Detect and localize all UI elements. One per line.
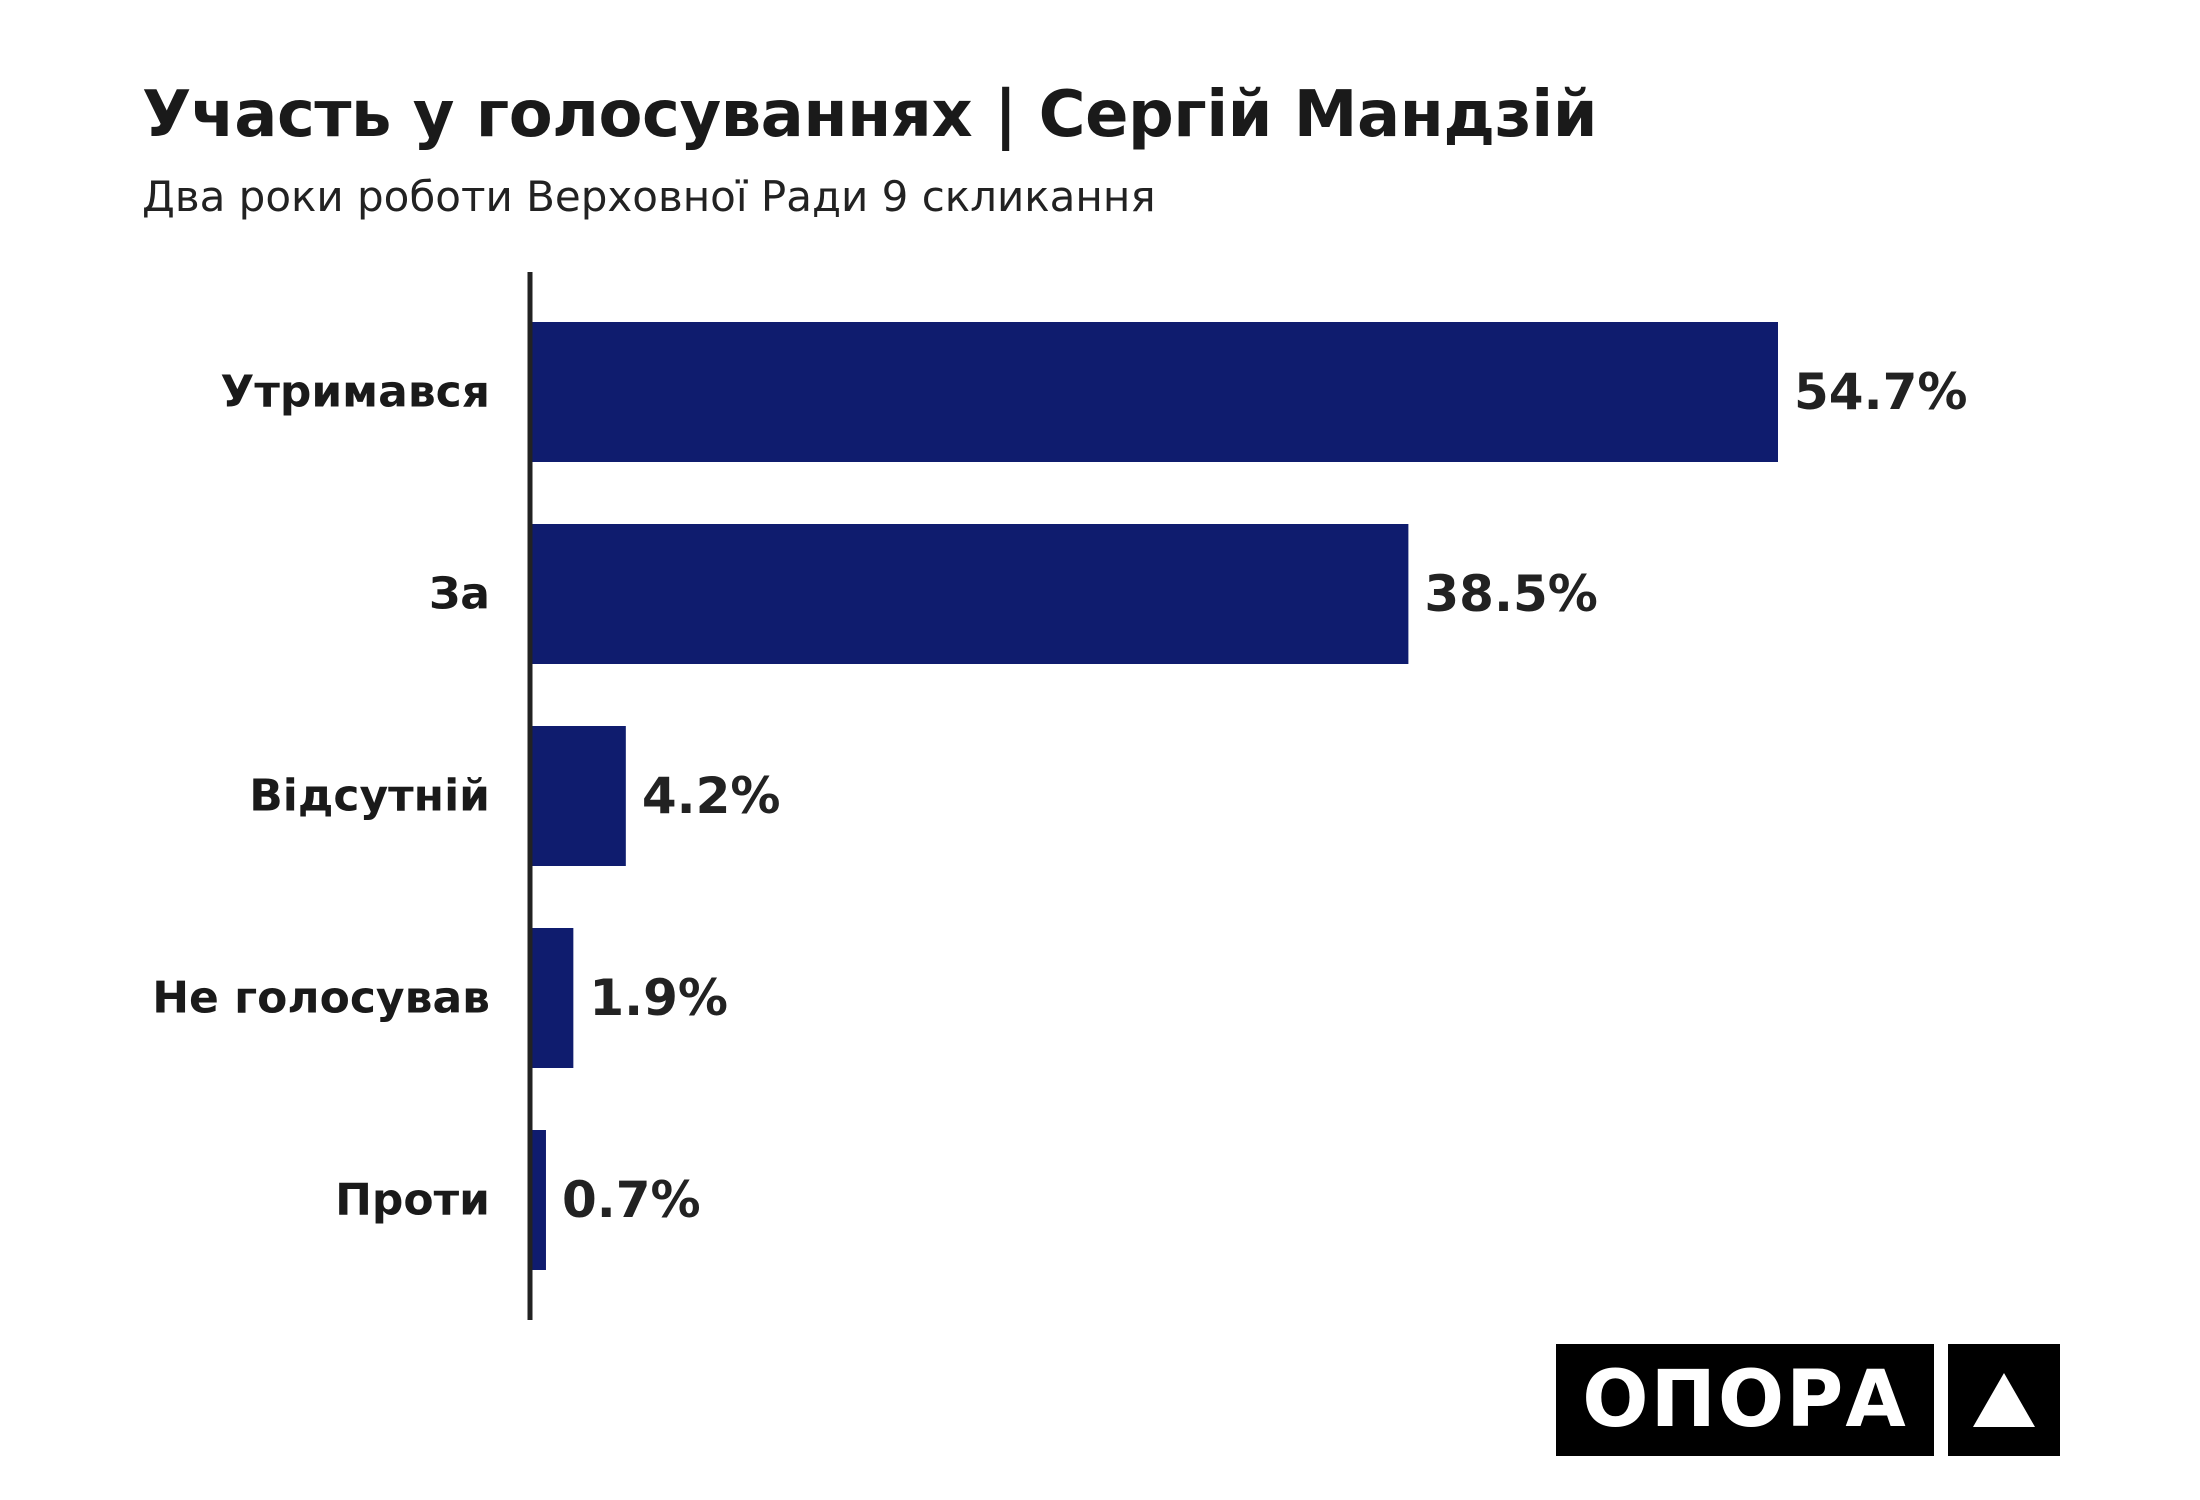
chart-title: Участь у голосуваннях | Сергій Мандзій xyxy=(142,78,1598,152)
category-label: За xyxy=(429,569,490,620)
opora-logo: ОПОРА xyxy=(1556,1344,2060,1456)
bar-2 xyxy=(530,726,626,866)
value-label: 1.9% xyxy=(589,969,728,1027)
triangle-icon xyxy=(1948,1344,2060,1456)
bar-3 xyxy=(530,928,574,1068)
value-label: 0.7% xyxy=(562,1171,701,1229)
value-label: 4.2% xyxy=(642,767,781,825)
chart-subtitle: Два роки роботи Верховної Ради 9 скликан… xyxy=(142,172,1156,221)
category-label: Відсутній xyxy=(249,771,490,822)
value-label: 54.7% xyxy=(1794,363,1967,421)
bar-1 xyxy=(530,524,1409,664)
category-label: Утримався xyxy=(220,367,490,418)
logo-text: ОПОРА xyxy=(1556,1344,1934,1456)
category-label: Не голосував xyxy=(152,973,490,1024)
bars-group: Утримався 54.7% За 38.5% Відсутній 4.2% Не гол… xyxy=(152,322,1967,1270)
bar-0 xyxy=(530,322,1778,462)
category-label: Проти xyxy=(335,1175,490,1226)
value-label: 38.5% xyxy=(1424,565,1597,623)
bar-4 xyxy=(530,1130,546,1270)
